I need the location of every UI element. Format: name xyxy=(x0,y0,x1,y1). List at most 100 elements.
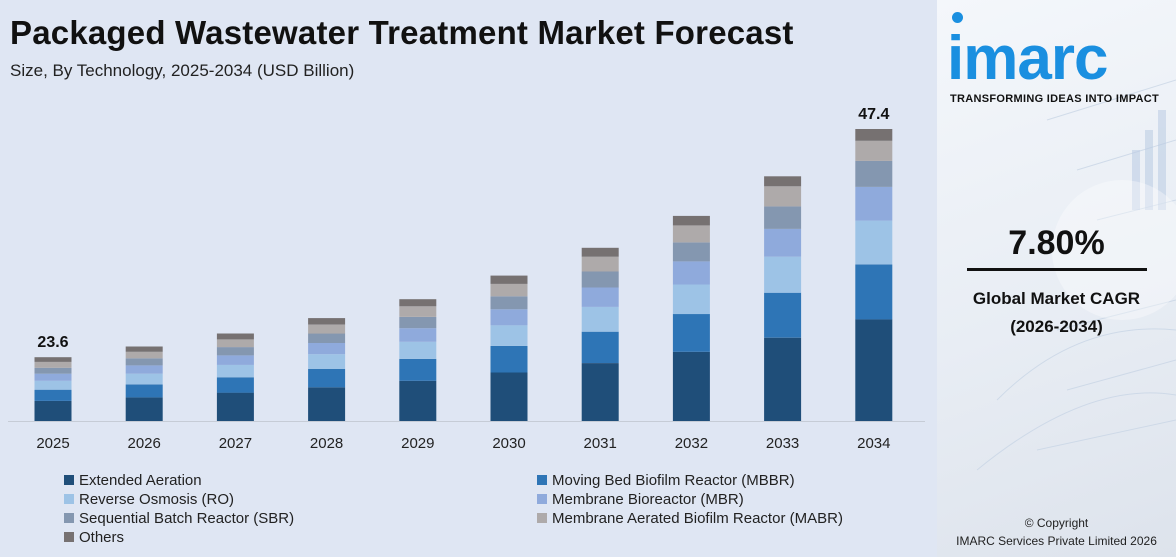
logo-tagline: TRANSFORMING IDEAS INTO IMPACT xyxy=(950,93,1160,105)
bar-segment-2032-1 xyxy=(672,351,710,421)
bar-segment-2033-2 xyxy=(764,292,802,338)
bar-segment-2028-7 xyxy=(308,318,346,325)
cagr-divider xyxy=(967,268,1147,271)
bar-segment-2028-6 xyxy=(308,324,346,334)
legend-item: Extended Aeration xyxy=(64,472,202,489)
bar-segment-2026-1 xyxy=(125,397,163,421)
bar-segment-2025-1 xyxy=(34,400,72,421)
legend-swatch xyxy=(537,475,547,485)
legend-item: Others xyxy=(64,529,124,546)
logo-dot-icon xyxy=(952,12,963,23)
bar-segment-2030-7 xyxy=(490,275,528,284)
legend-item: Moving Bed Biofilm Reactor (MBBR) xyxy=(537,472,795,489)
data-label-2025: 23.6 xyxy=(37,334,68,351)
x-tick-label: 2027 xyxy=(219,435,252,452)
sidebar-panel: imarc TRANSFORMING IDEAS INTO IMPACT 7.8… xyxy=(937,0,1176,557)
bar-segment-2034-2 xyxy=(855,264,893,320)
bar-segment-2030-5 xyxy=(490,296,528,310)
bar-segment-2026-4 xyxy=(125,365,163,374)
stacked-bar-chart: 2025 2026 2027 2028 2029 2030 2031 2032 2033 2034… xyxy=(8,106,925,452)
bar-segment-2029-1 xyxy=(399,380,437,421)
legend-item: Sequential Batch Reactor (SBR) xyxy=(64,510,294,527)
bar-segment-2029-6 xyxy=(399,306,437,317)
legend-swatch xyxy=(537,513,547,523)
bar-segment-2028-1 xyxy=(308,387,346,421)
bar-segment-2029-7 xyxy=(399,299,437,307)
bar-segment-2025-6 xyxy=(34,361,72,368)
legend-label: Membrane Bioreactor (MBR) xyxy=(552,491,744,508)
legend-label: Sequential Batch Reactor (SBR) xyxy=(79,510,295,527)
bar-segment-2027-3 xyxy=(216,364,254,378)
bar-segment-2032-4 xyxy=(672,261,710,285)
bar-segment-2033-6 xyxy=(764,186,802,207)
legend-label: Reverse Osmosis (RO) xyxy=(79,491,235,508)
bar-segment-2031-7 xyxy=(581,247,619,257)
x-tick-label: 2034 xyxy=(857,435,890,452)
x-tick-label: 2030 xyxy=(492,435,525,452)
legend-item: Membrane Aerated Biofilm Reactor (MABR) xyxy=(537,510,843,527)
bar-segment-2033-4 xyxy=(764,228,802,257)
bar-segment-2034-6 xyxy=(855,140,893,161)
bar-segment-2030-6 xyxy=(490,283,528,297)
bar-segment-2034-7 xyxy=(855,129,893,141)
legend-label: Moving Bed Biofilm Reactor (MBBR) xyxy=(552,472,795,489)
bar-segment-2025-3 xyxy=(34,380,72,390)
legend-label: Membrane Aerated Biofilm Reactor (MABR) xyxy=(552,510,843,527)
bar-segment-2028-4 xyxy=(308,343,346,355)
bar-segment-2027-1 xyxy=(216,392,254,421)
bar-segment-2031-5 xyxy=(581,271,619,288)
bar-segment-2027-6 xyxy=(216,339,254,348)
bar-segment-2027-4 xyxy=(216,355,254,365)
bar-segment-2030-4 xyxy=(490,309,528,326)
bar-segment-2033-3 xyxy=(764,256,802,293)
legend-label: Extended Aeration xyxy=(79,472,202,489)
cagr-label-line2: (2026-2034) xyxy=(1010,317,1103,336)
copyright-line1: © Copyright xyxy=(1024,516,1089,530)
bar-segment-2026-6 xyxy=(125,351,163,359)
x-tick-label: 2033 xyxy=(766,435,799,452)
bar-segment-2027-2 xyxy=(216,377,254,393)
legend-swatch xyxy=(64,494,74,504)
bar-segment-2034-5 xyxy=(855,160,893,187)
chart-subtitle: Size, By Technology, 2025-2034 (USD Bill… xyxy=(10,61,355,80)
cagr-value: 7.80% xyxy=(1008,224,1105,262)
x-tick-label: 2026 xyxy=(128,435,161,452)
bar-segment-2025-5 xyxy=(34,367,72,374)
legend-item: Membrane Bioreactor (MBR) xyxy=(537,491,744,508)
legend-swatch xyxy=(64,532,74,542)
bar-segment-2029-5 xyxy=(399,317,437,329)
bar-segment-2026-3 xyxy=(125,373,163,385)
bar-segment-2029-3 xyxy=(399,341,437,359)
bar-segment-2033-7 xyxy=(764,176,802,187)
bar-segment-2030-3 xyxy=(490,325,528,346)
background-graphic xyxy=(976,79,1176,471)
bar-segment-2028-5 xyxy=(308,333,346,343)
copyright: © Copyright IMARC Services Private Limit… xyxy=(937,514,1176,550)
bar-segment-2027-7 xyxy=(216,333,254,340)
bar-segment-2029-2 xyxy=(399,358,437,381)
bar-segment-2031-3 xyxy=(581,306,619,332)
bar-segment-2034-4 xyxy=(855,186,893,221)
x-tick-label: 2025 xyxy=(36,435,69,452)
chart-panel: Packaged Wastewater Treatment Market For… xyxy=(8,14,925,546)
bar-segment-2032-6 xyxy=(672,225,710,243)
bar-segment-2033-1 xyxy=(764,337,802,421)
x-tick-label: 2032 xyxy=(675,435,708,452)
legend-item: Reverse Osmosis (RO) xyxy=(64,491,234,508)
bar-segment-2025-4 xyxy=(34,373,72,381)
copyright-line2: IMARC Services Private Limited 2026 xyxy=(956,534,1157,548)
bar-segment-2031-1 xyxy=(581,363,619,421)
bar-segment-2028-2 xyxy=(308,369,346,388)
bar-segment-2027-5 xyxy=(216,347,254,356)
bar-segment-2025-7 xyxy=(34,357,72,362)
bar-segment-2026-7 xyxy=(125,346,163,352)
bar-segment-2033-5 xyxy=(764,206,802,229)
x-tick-label: 2028 xyxy=(310,435,343,452)
bar-segment-2025-2 xyxy=(34,389,72,401)
cagr-label: Global Market CAGR (2026-2034) xyxy=(937,285,1176,341)
bar-segment-2034-1 xyxy=(855,319,893,421)
legend-swatch xyxy=(64,475,74,485)
bar-segment-2032-2 xyxy=(672,314,710,352)
bar-segment-2026-2 xyxy=(125,384,163,398)
x-tick-label: 2031 xyxy=(584,435,617,452)
